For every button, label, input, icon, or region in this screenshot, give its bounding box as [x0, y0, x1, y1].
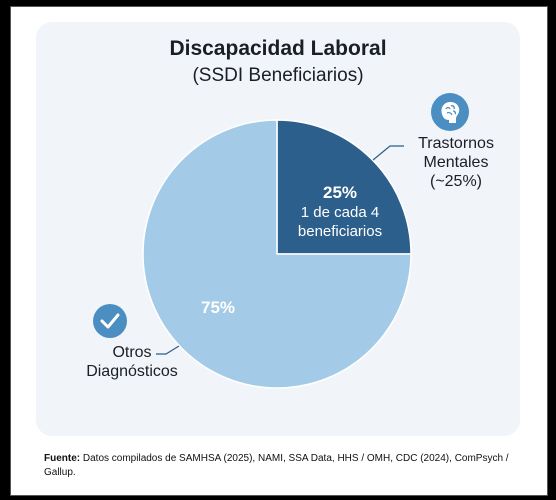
callout-line: (~25%): [429, 173, 483, 190]
source-text: Datos compilados de SAMHSA (2025), NAMI,…: [44, 453, 509, 478]
callout-line: Otros: [112, 344, 152, 361]
leader-line-otros: [156, 345, 180, 355]
slice-percent-label: 25%: [322, 183, 358, 202]
pie-slice-trastornos-mentales: [276, 119, 412, 255]
callout-line: Mentales: [423, 154, 489, 171]
brain-icon: [430, 92, 470, 132]
slice-note-line: beneficiarios: [297, 223, 383, 240]
check-icon: [92, 303, 128, 339]
callout-line: Diagnósticos: [86, 363, 178, 380]
callout-line: Trastornos: [418, 135, 494, 152]
slice-note-line: 1 de cada 4: [300, 204, 380, 221]
callout-trastornos-mentales: Trastornos Mentales (~25%): [400, 134, 512, 191]
slice-percent-otros: 75%: [200, 298, 236, 317]
pie-slice-otros-diagnosticos: [142, 119, 412, 389]
source-note: Fuente: Datos compilados de SAMHSA (2025…: [44, 452, 514, 480]
slice-label-trastornos: 25% 1 de cada 4 beneficiarios: [282, 182, 398, 241]
leader-line-trastornos: [372, 145, 404, 161]
chart-subtitle: (SSDI Beneficiarios): [192, 65, 364, 86]
source-prefix: Fuente:: [44, 453, 81, 464]
callout-otros-diagnosticos: Otros Diagnósticos: [74, 343, 190, 381]
chart-title: Discapacidad Laboral: [169, 37, 387, 60]
